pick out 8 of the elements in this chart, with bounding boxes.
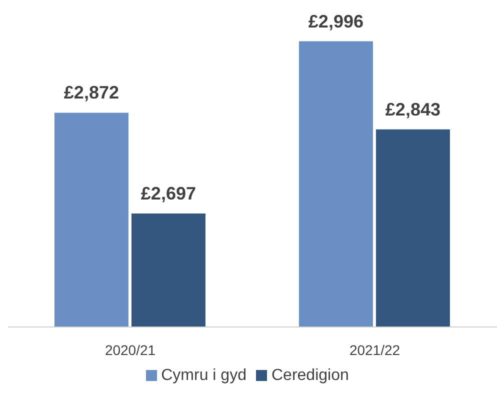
data-label: £2,843 <box>385 99 440 120</box>
x-tick-label: 2020/21 <box>104 342 156 358</box>
data-label: £2,872 <box>64 82 119 103</box>
data-label: £2,697 <box>140 184 196 204</box>
data-label: £2,996 <box>308 11 364 32</box>
legend-label: Ceredigion <box>271 367 349 384</box>
legend-label: Cymru i gyd <box>161 367 246 384</box>
x-tick-label: 2021/22 <box>349 342 400 358</box>
